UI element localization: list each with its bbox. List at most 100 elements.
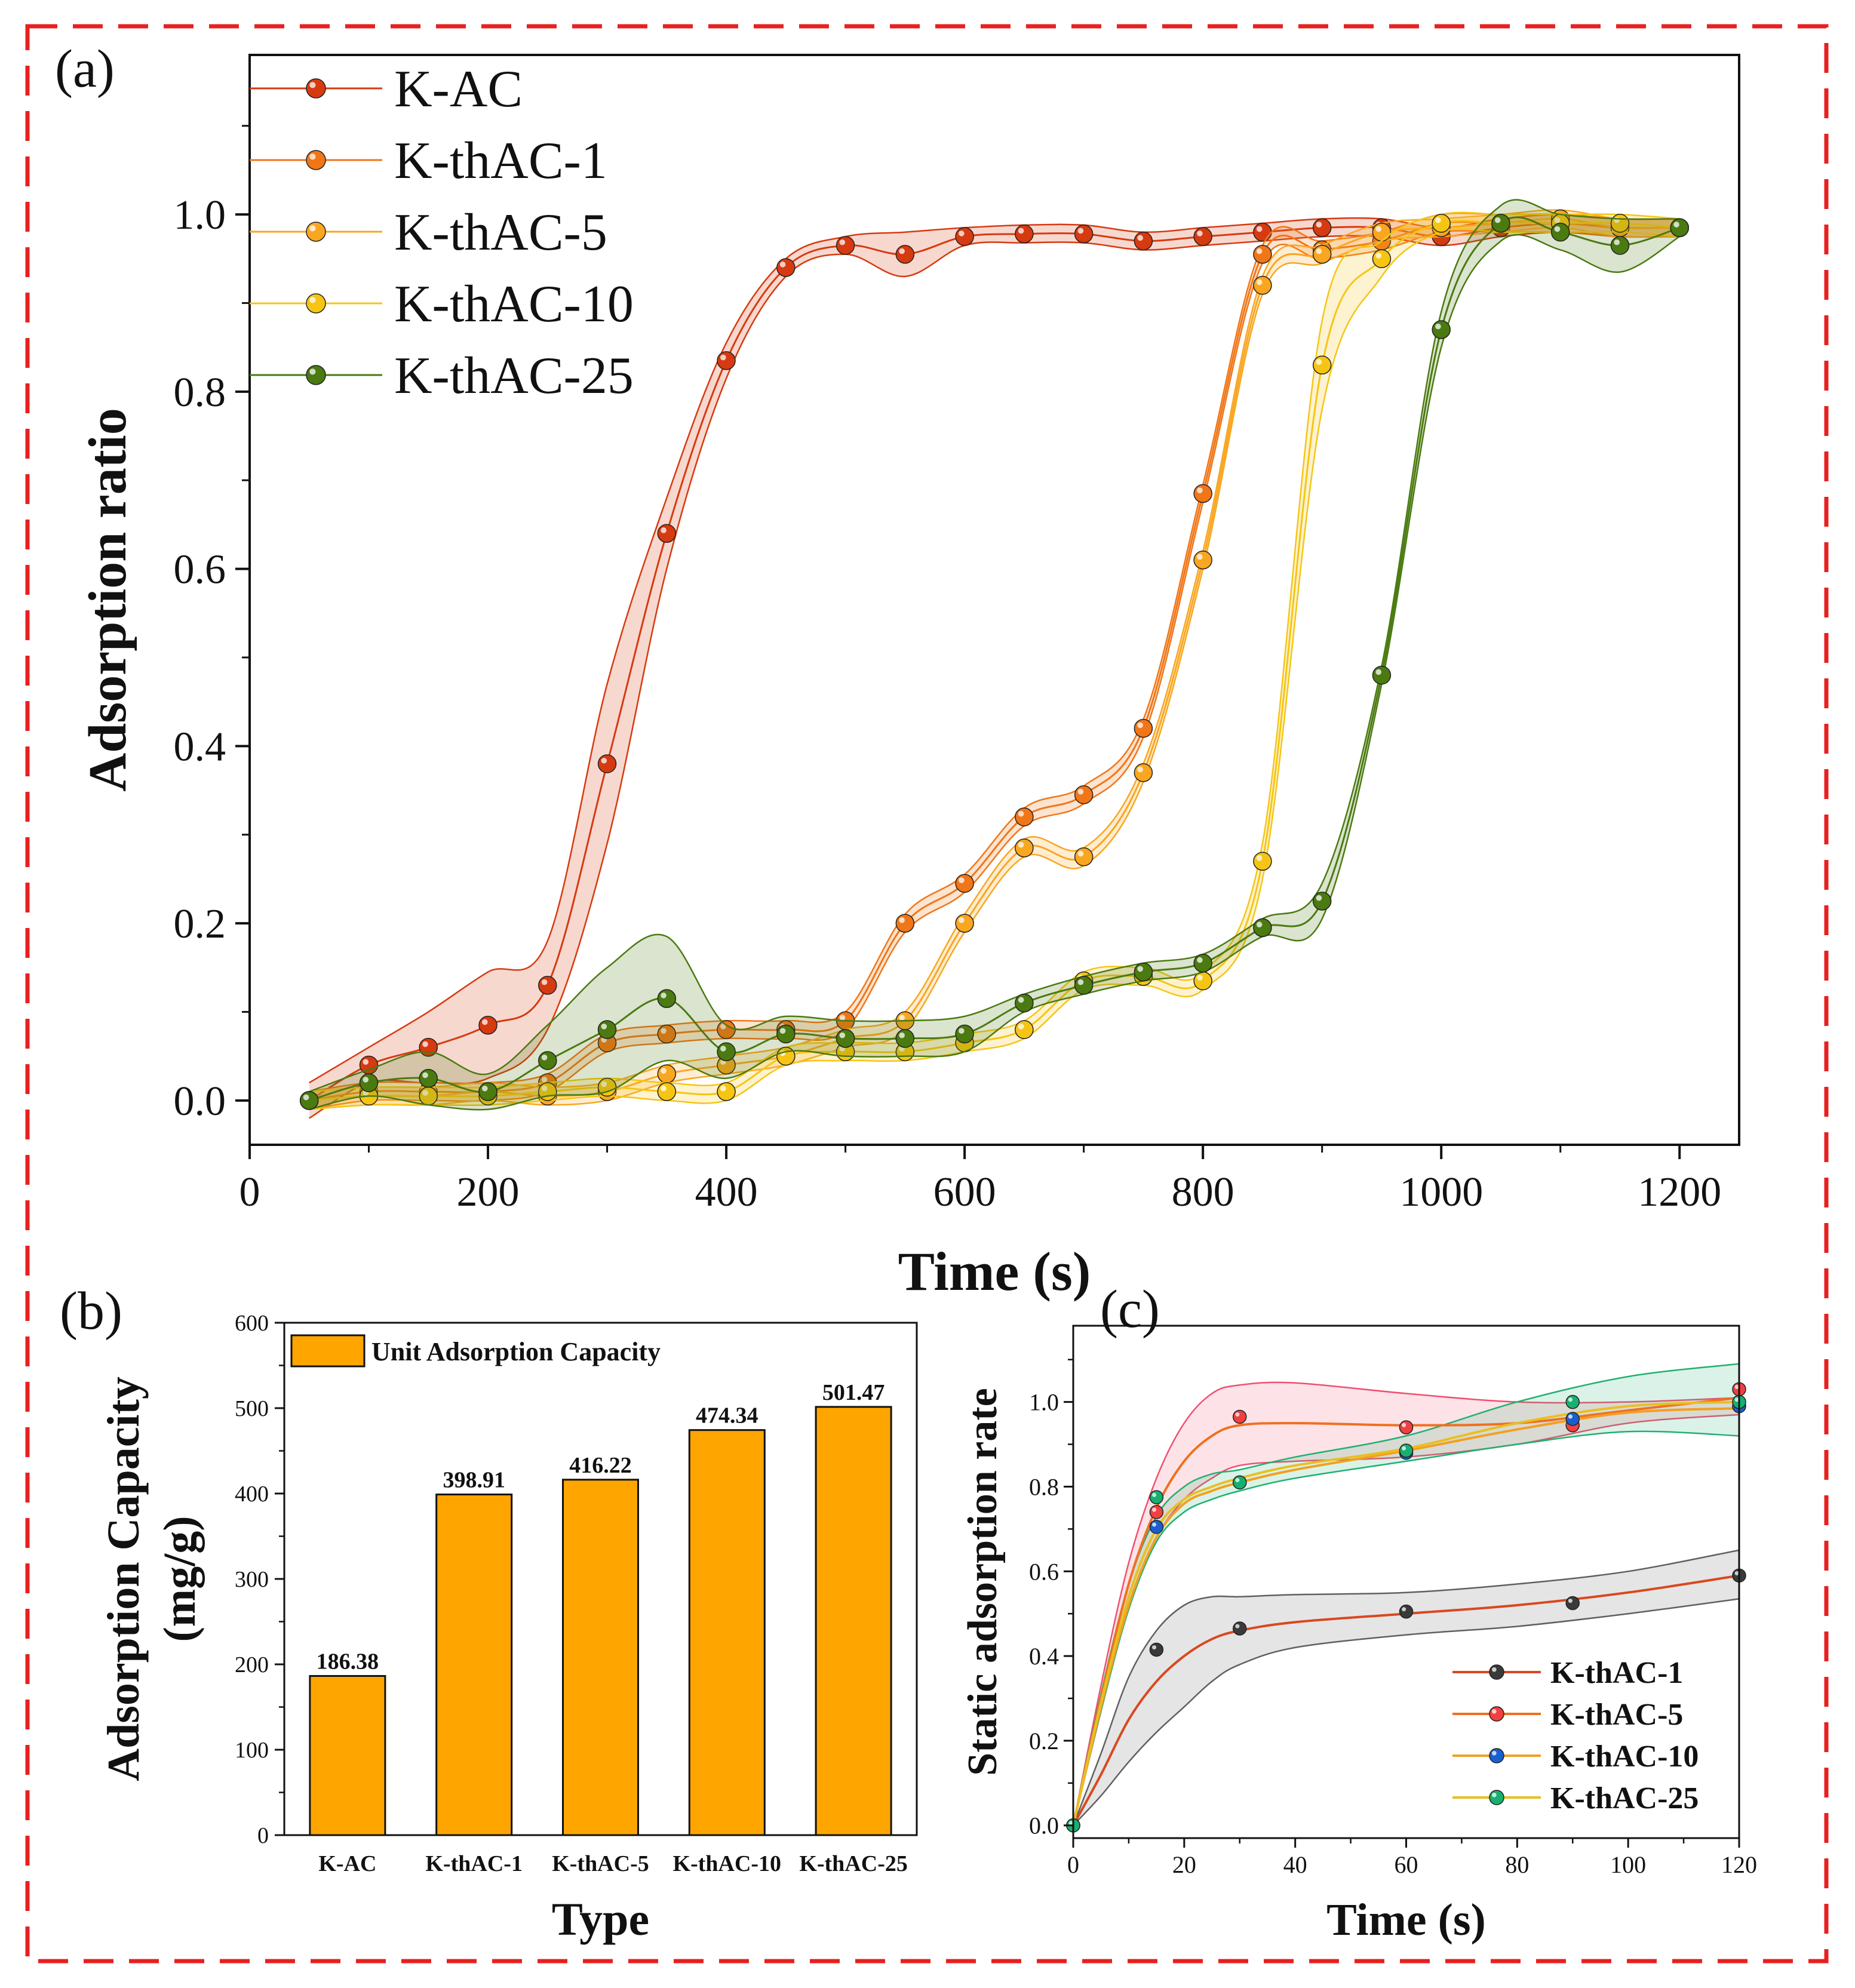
legend-marker-c-K-thAC-25-highlight <box>1491 1792 1497 1798</box>
point-K-thAC-10-350 <box>657 1082 677 1101</box>
point-K-AC-400-ball <box>717 351 736 370</box>
point-K-thAC-1-650-highlight <box>1018 810 1024 817</box>
point-K-AC-750-highlight <box>1137 235 1143 241</box>
point-K-thAC-25-250-ball <box>538 1051 557 1070</box>
point-c-K-thAC-1-15-ball <box>1149 1642 1164 1657</box>
x-tick-label-a-0: 0 <box>239 1169 260 1215</box>
legend-marker-K-thAC-25-highlight <box>309 368 316 375</box>
point-K-thAC-1-800-highlight <box>1197 487 1203 494</box>
point-K-thAC-5-350 <box>657 1064 677 1084</box>
point-K-thAC-1-250-highlight <box>541 1077 548 1083</box>
legend-marker-K-thAC-1-highlight <box>309 153 316 160</box>
point-K-thAC-25-800 <box>1193 954 1212 973</box>
band-lower-K-thAC-5 <box>309 226 1680 1110</box>
legend-label-c-K-thAC-5: K-thAC-5 <box>1550 1698 1683 1732</box>
point-K-thAC-5-700-highlight <box>1077 850 1084 857</box>
legend-marker-K-thAC-10-ball <box>306 293 326 314</box>
point-K-thAC-25-500-highlight <box>839 1032 846 1038</box>
y-tick-label-b-500: 500 <box>235 1396 269 1421</box>
point-c-K-thAC-25-30-highlight <box>1235 1477 1240 1483</box>
bar-K-thAC-25 <box>815 1406 892 1836</box>
point-c-K-thAC-1-30 <box>1233 1621 1247 1636</box>
point-K-thAC-10-650-highlight <box>1018 1024 1024 1030</box>
y-tick-label-c-0.8: 0.8 <box>1029 1473 1059 1500</box>
point-K-thAC-10-400-highlight <box>720 1085 726 1092</box>
y-tick-label-a-0.8: 0.8 <box>174 370 226 416</box>
point-K-thAC-10-400-ball <box>717 1082 736 1101</box>
band-lower-K-AC <box>309 231 1680 1119</box>
point-K-AC-550 <box>895 245 915 264</box>
point-K-thAC-1-800-ball <box>1193 484 1212 503</box>
point-c-K-thAC-25-0-highlight <box>1068 1821 1073 1826</box>
point-K-thAC-25-750-ball <box>1134 962 1153 982</box>
x-tick-label-a-1200: 1200 <box>1638 1169 1721 1215</box>
point-K-thAC-5-600-ball <box>955 914 974 933</box>
point-K-thAC-25-600-ball <box>955 1024 974 1044</box>
point-c-K-thAC-1-90-highlight <box>1568 1599 1573 1603</box>
y-tick-label-a-0.2: 0.2 <box>174 901 226 947</box>
x-axis-title-b: Type <box>552 1893 649 1945</box>
legend-label-K-AC: K-AC <box>394 60 523 118</box>
legend-marker-c-K-thAC-1 <box>1489 1664 1504 1680</box>
point-K-thAC-25-900-highlight <box>1316 895 1322 901</box>
point-K-thAC-10-850 <box>1253 852 1272 871</box>
point-K-AC-450-highlight <box>779 262 786 268</box>
point-K-thAC-25-1000 <box>1432 320 1451 339</box>
point-K-AC-300-ball <box>597 754 617 773</box>
point-K-AC-750 <box>1134 231 1153 251</box>
point-K-thAC-10-850-ball <box>1253 852 1272 871</box>
legend-item-K-thAC-1: K-thAC-1 <box>250 132 607 190</box>
point-K-thAC-25-1100 <box>1550 222 1570 242</box>
point-K-thAC-1-850 <box>1253 245 1272 264</box>
y-tick-label-b-600: 600 <box>235 1311 269 1336</box>
point-K-AC-700-ball <box>1074 224 1094 244</box>
point-K-thAC-25-1050 <box>1491 214 1510 233</box>
point-K-AC-400-highlight <box>720 354 726 361</box>
x-tick-label-c-100: 100 <box>1610 1851 1646 1878</box>
point-c-K-thAC-5-15-ball <box>1149 1505 1164 1519</box>
point-K-AC-500-ball <box>836 236 855 255</box>
point-K-thAC-25-650-ball <box>1015 993 1034 1013</box>
legend-marker-c-K-thAC-10 <box>1489 1748 1504 1763</box>
point-c-K-thAC-1-60-highlight <box>1402 1607 1406 1612</box>
point-K-AC-850-highlight <box>1256 226 1263 232</box>
point-K-thAC-25-400-highlight <box>720 1046 726 1052</box>
point-K-thAC-25-350-highlight <box>661 993 667 998</box>
point-K-thAC-10-350-highlight <box>661 1085 667 1092</box>
point-K-thAC-25-1200 <box>1670 218 1689 238</box>
point-K-thAC-25-800-highlight <box>1197 957 1203 963</box>
x-tick-label-c-20: 20 <box>1172 1851 1196 1878</box>
point-K-thAC-25-400-ball <box>717 1042 736 1061</box>
point-c-K-thAC-5-30-highlight <box>1235 1412 1240 1417</box>
point-K-thAC-25-550 <box>895 1029 915 1048</box>
point-K-thAC-1-850-highlight <box>1256 248 1263 254</box>
band-upper-K-thAC-25 <box>309 199 1680 1093</box>
y-tick-label-c-0.4: 0.4 <box>1029 1643 1059 1670</box>
y-tick-label-b-0: 0 <box>257 1823 269 1848</box>
point-K-AC-450-ball <box>776 258 796 277</box>
point-K-thAC-25-550-ball <box>895 1029 915 1048</box>
legend-label-c-K-thAC-10: K-thAC-10 <box>1550 1740 1699 1774</box>
point-K-thAC-10-900-ball <box>1312 355 1332 375</box>
x-tick-label-c-60: 60 <box>1395 1851 1418 1878</box>
dashed-frame <box>25 24 1829 1964</box>
plot-area-a <box>300 199 1689 1119</box>
point-K-thAC-1-750-ball <box>1134 718 1153 738</box>
point-K-thAC-25-100 <box>359 1073 379 1092</box>
point-K-thAC-1-550-highlight <box>899 917 905 923</box>
point-c-K-thAC-25-90 <box>1565 1394 1580 1409</box>
point-K-thAC-25-1100-ball <box>1550 222 1570 242</box>
point-K-thAC-1-650 <box>1015 807 1034 826</box>
point-K-AC-250 <box>538 976 557 995</box>
legend-c: K-thAC-1 K-thAC-5 K-thAC-10 K-thAC-25 <box>1452 1656 1699 1815</box>
point-K-thAC-1-800 <box>1193 484 1212 503</box>
point-K-thAC-10-350-ball <box>657 1082 677 1101</box>
panel-b-label: (b) <box>60 1282 122 1341</box>
point-K-thAC-25-1150 <box>1610 236 1630 255</box>
y-axis-a: 0.0 0.2 0.4 0.6 0.8 1.0 <box>174 125 250 1124</box>
point-c-K-thAC-10-15 <box>1149 1520 1164 1534</box>
point-K-thAC-25-100-ball <box>359 1073 379 1092</box>
point-K-thAC-25-1200-ball <box>1670 218 1689 238</box>
point-K-thAC-25-850 <box>1253 918 1272 938</box>
